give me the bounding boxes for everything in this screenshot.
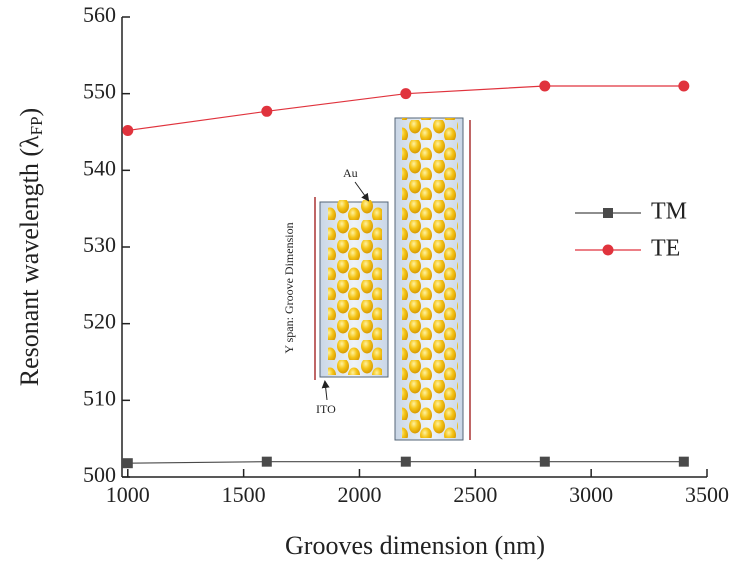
point [539, 80, 551, 92]
arrow [321, 380, 330, 401]
nanoparticles [328, 200, 382, 375]
point [261, 105, 273, 117]
point [400, 456, 411, 467]
x-tick-label: 1000 [106, 482, 150, 507]
y-tick-label: 530 [83, 232, 116, 257]
y-axis-label: Resonant wavelength (λFP) [15, 108, 46, 386]
x-axis-label: Grooves dimension (nm) [285, 531, 545, 560]
x-tick-label: 3000 [569, 482, 613, 507]
inset-label: ITO [316, 402, 336, 416]
y-axis-label-end: ) [15, 108, 44, 117]
y-axis-label-main: Resonant wavelength (λ [15, 135, 44, 386]
x-tick-label: 3500 [685, 482, 729, 507]
arrow [354, 181, 370, 202]
point [400, 88, 412, 100]
inset-label: Y span: Groove Dimension [282, 222, 296, 353]
y-axis-label-sub: FP [27, 116, 46, 135]
x-tick-label: 1500 [222, 482, 266, 507]
legend-label: TM [651, 199, 687, 225]
x-tick-label: 2000 [337, 482, 381, 507]
y-tick-label: 510 [83, 385, 116, 410]
point [122, 458, 133, 469]
point [261, 456, 272, 467]
legend-label: TE [651, 236, 680, 262]
y-tick-label: 520 [83, 309, 116, 334]
legend-marker [602, 244, 614, 256]
y-tick-label: 540 [83, 155, 116, 180]
point [678, 456, 689, 467]
y-tick-label: 500 [83, 462, 116, 487]
y-tick-label: 560 [83, 2, 116, 27]
inset: Au ITO Y span: Groove Dimension [282, 117, 471, 441]
nanoparticles [402, 118, 458, 438]
point [122, 124, 134, 136]
point [539, 456, 550, 467]
y-tick-label: 550 [83, 79, 116, 104]
inset-label: Au [343, 166, 358, 180]
legend-marker [603, 208, 613, 218]
x-tick-label: 2500 [453, 482, 497, 507]
point [678, 80, 690, 92]
